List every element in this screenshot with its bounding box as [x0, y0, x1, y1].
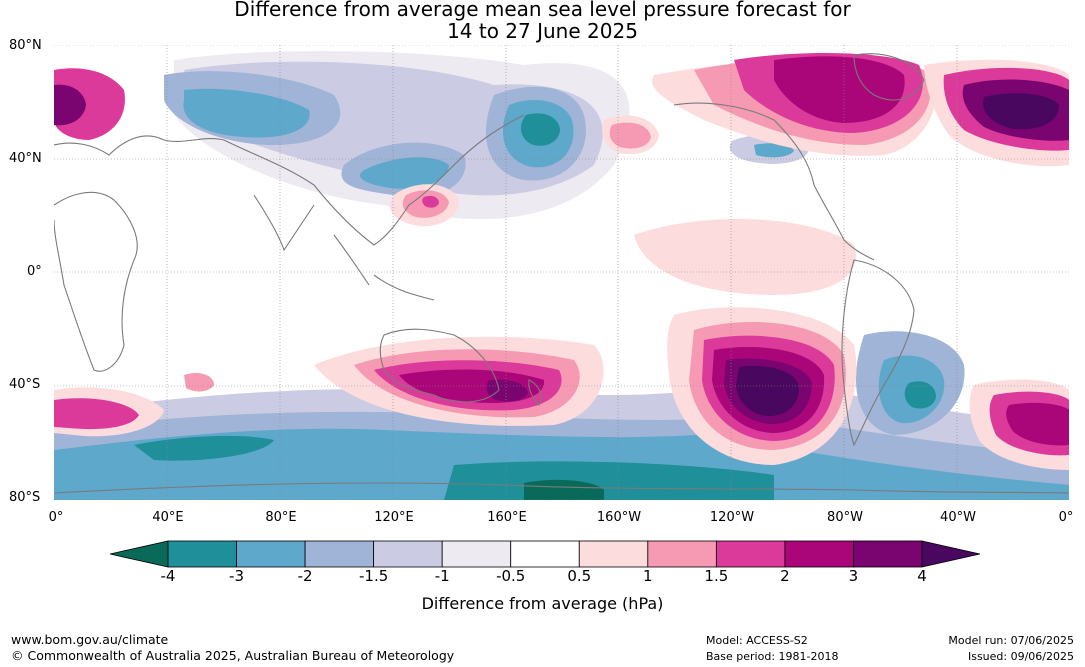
colorbar-tick-label: 2: [780, 567, 790, 585]
lon-label-0-right: 0°: [1058, 510, 1074, 525]
colorbar-segment: [853, 540, 923, 568]
colorbar-tick-label: 3: [848, 567, 859, 585]
lon-label-80w: 80°W: [827, 510, 863, 525]
map-title-line-2: 14 to 27 June 2025: [447, 19, 638, 43]
colorbar: [109, 540, 981, 570]
north-atlantic-high-deep: [983, 93, 1059, 130]
lat-label-40n: 40°N: [9, 151, 42, 166]
map-title-line-1: Difference from average mean sea level p…: [234, 0, 851, 21]
lon-label-0: 0°: [48, 510, 64, 525]
north-pacific-low-core: [520, 113, 560, 146]
colorbar-segment: [167, 540, 237, 568]
australia-coast: [379, 328, 500, 403]
pressure-anomaly-map: [54, 45, 1069, 500]
africa-coast: [54, 191, 138, 372]
antarctic-low-deep: [524, 479, 604, 500]
lat-label-80n: 80°N: [9, 38, 42, 53]
coastlines: [54, 53, 1069, 494]
colorbar-segment: [578, 540, 649, 568]
colorbar-tick-label: -3: [229, 567, 245, 585]
arctic-high-core: [774, 56, 905, 124]
lon-label-120e: 120°E: [374, 510, 414, 525]
lon-label-120w: 120°W: [709, 510, 755, 525]
colorbar-tick-label: 1.5: [704, 567, 729, 585]
colorbar-segment: [510, 540, 580, 568]
lon-label-160w: 160°W: [596, 510, 642, 525]
colorbar-tick-label: 4: [917, 567, 927, 585]
colorbar-segment: [715, 540, 786, 568]
footer-copyright: © Commonwealth of Australia 2025, Austra…: [11, 648, 455, 663]
china-low-core: [360, 157, 449, 189]
greenland-coast: [853, 53, 925, 101]
australia-high-deep: [486, 379, 528, 402]
pacific-high: [609, 122, 651, 149]
lon-label-160e: 160°E: [487, 510, 527, 525]
lon-label-40w: 40°W: [940, 510, 976, 525]
colorbar-tick-label: 0.5: [567, 567, 592, 585]
colorbar-segment: [236, 540, 306, 568]
positive-anomaly-regions: [54, 53, 1069, 470]
graticule: [54, 45, 1069, 500]
colorbar-tick-label: -1.5: [358, 567, 389, 585]
se-asia-coast: [333, 234, 435, 301]
north-america-low-core: [754, 143, 794, 158]
colorbar-segment: [304, 540, 375, 568]
new-zealand-coast: [528, 379, 542, 406]
colorbar-tick-label: 1: [643, 567, 653, 585]
colorbar-title: Difference from average (hPa): [421, 594, 664, 613]
europe-high-core: [54, 84, 86, 126]
small-high-1: [184, 373, 214, 392]
indian-ocean-high-mid: [54, 398, 139, 430]
europe-coast: [54, 135, 225, 156]
south-america-coast: [841, 259, 915, 447]
lon-label-80e: 80°E: [265, 510, 297, 525]
tropical-pacific-high: [634, 218, 856, 295]
antarctica-coast: [54, 482, 1069, 494]
lon-label-40e: 40°E: [152, 510, 184, 525]
lat-label-80s: 80°S: [9, 490, 41, 505]
footer-model: Model: ACCESS-S2: [706, 634, 808, 647]
footer-model-run: Model run: 07/06/2025: [948, 634, 1074, 647]
colorbar-tick-label: -4: [160, 567, 176, 585]
colorbar-tick-label: -2: [297, 567, 313, 585]
south-atlantic-high-core: [1006, 402, 1069, 446]
south-pacific-high-deep: [736, 365, 799, 417]
north-america-coast: [673, 102, 875, 261]
footer-base-period: Base period: 1981-2018: [706, 650, 839, 663]
siberia-low-core: [183, 88, 310, 138]
colorbar-arrow-low: [109, 540, 169, 568]
colorbar-segment: [647, 540, 717, 568]
colorbar-segment: [441, 540, 512, 568]
lat-label-40s: 40°S: [9, 377, 41, 392]
india-coast: [253, 194, 315, 252]
colorbar-tick-label: -1: [434, 567, 450, 585]
antarctic-low-core: [134, 435, 774, 500]
south-atlantic-low-core: [904, 381, 936, 409]
japan-high-core: [422, 195, 439, 208]
footer-issued: Issued: 09/06/2025: [967, 650, 1074, 663]
lat-label-equator: 0°: [27, 264, 42, 279]
colorbar-segment: [373, 540, 443, 568]
colorbar-tick-label: -0.5: [496, 567, 526, 585]
footer-website: www.bom.gov.au/climate: [11, 632, 169, 647]
asia-coast: [223, 114, 525, 246]
colorbar-segment: [784, 540, 854, 568]
colorbar-arrow-high: [921, 540, 981, 568]
